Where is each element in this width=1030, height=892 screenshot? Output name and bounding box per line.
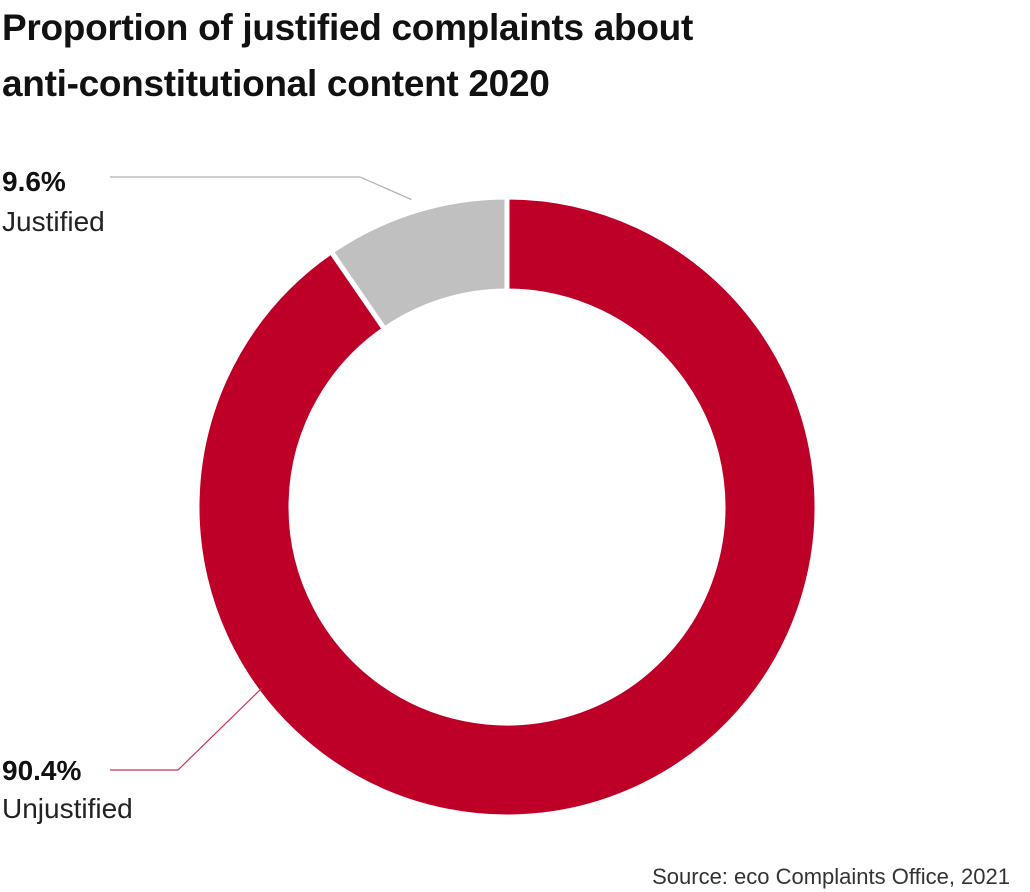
chart-title-line-2: anti-constitutional content 2020 <box>2 63 550 104</box>
slice-name-label-unjustified: Unjustified <box>2 793 133 824</box>
slice-name-label-justified: Justified <box>2 206 105 237</box>
leader-line-justified <box>110 176 412 201</box>
donut-slice-unjustified <box>194 194 820 820</box>
slice-labels: 9.6% Justified 90.4% Unjustified <box>2 166 133 824</box>
chart-title: Proportion of justified complaints about… <box>2 0 693 112</box>
leader-line-unjustified <box>110 687 263 771</box>
donut-slices <box>194 194 820 820</box>
leader-lines <box>110 176 412 771</box>
slice-value-label-justified: 9.6% <box>2 166 66 197</box>
source-note: Source: eco Complaints Office, 2021 <box>652 864 1010 889</box>
slice-value-label-unjustified: 90.4% <box>2 755 81 786</box>
chart-title-line-1: Proportion of justified complaints about <box>2 7 693 48</box>
